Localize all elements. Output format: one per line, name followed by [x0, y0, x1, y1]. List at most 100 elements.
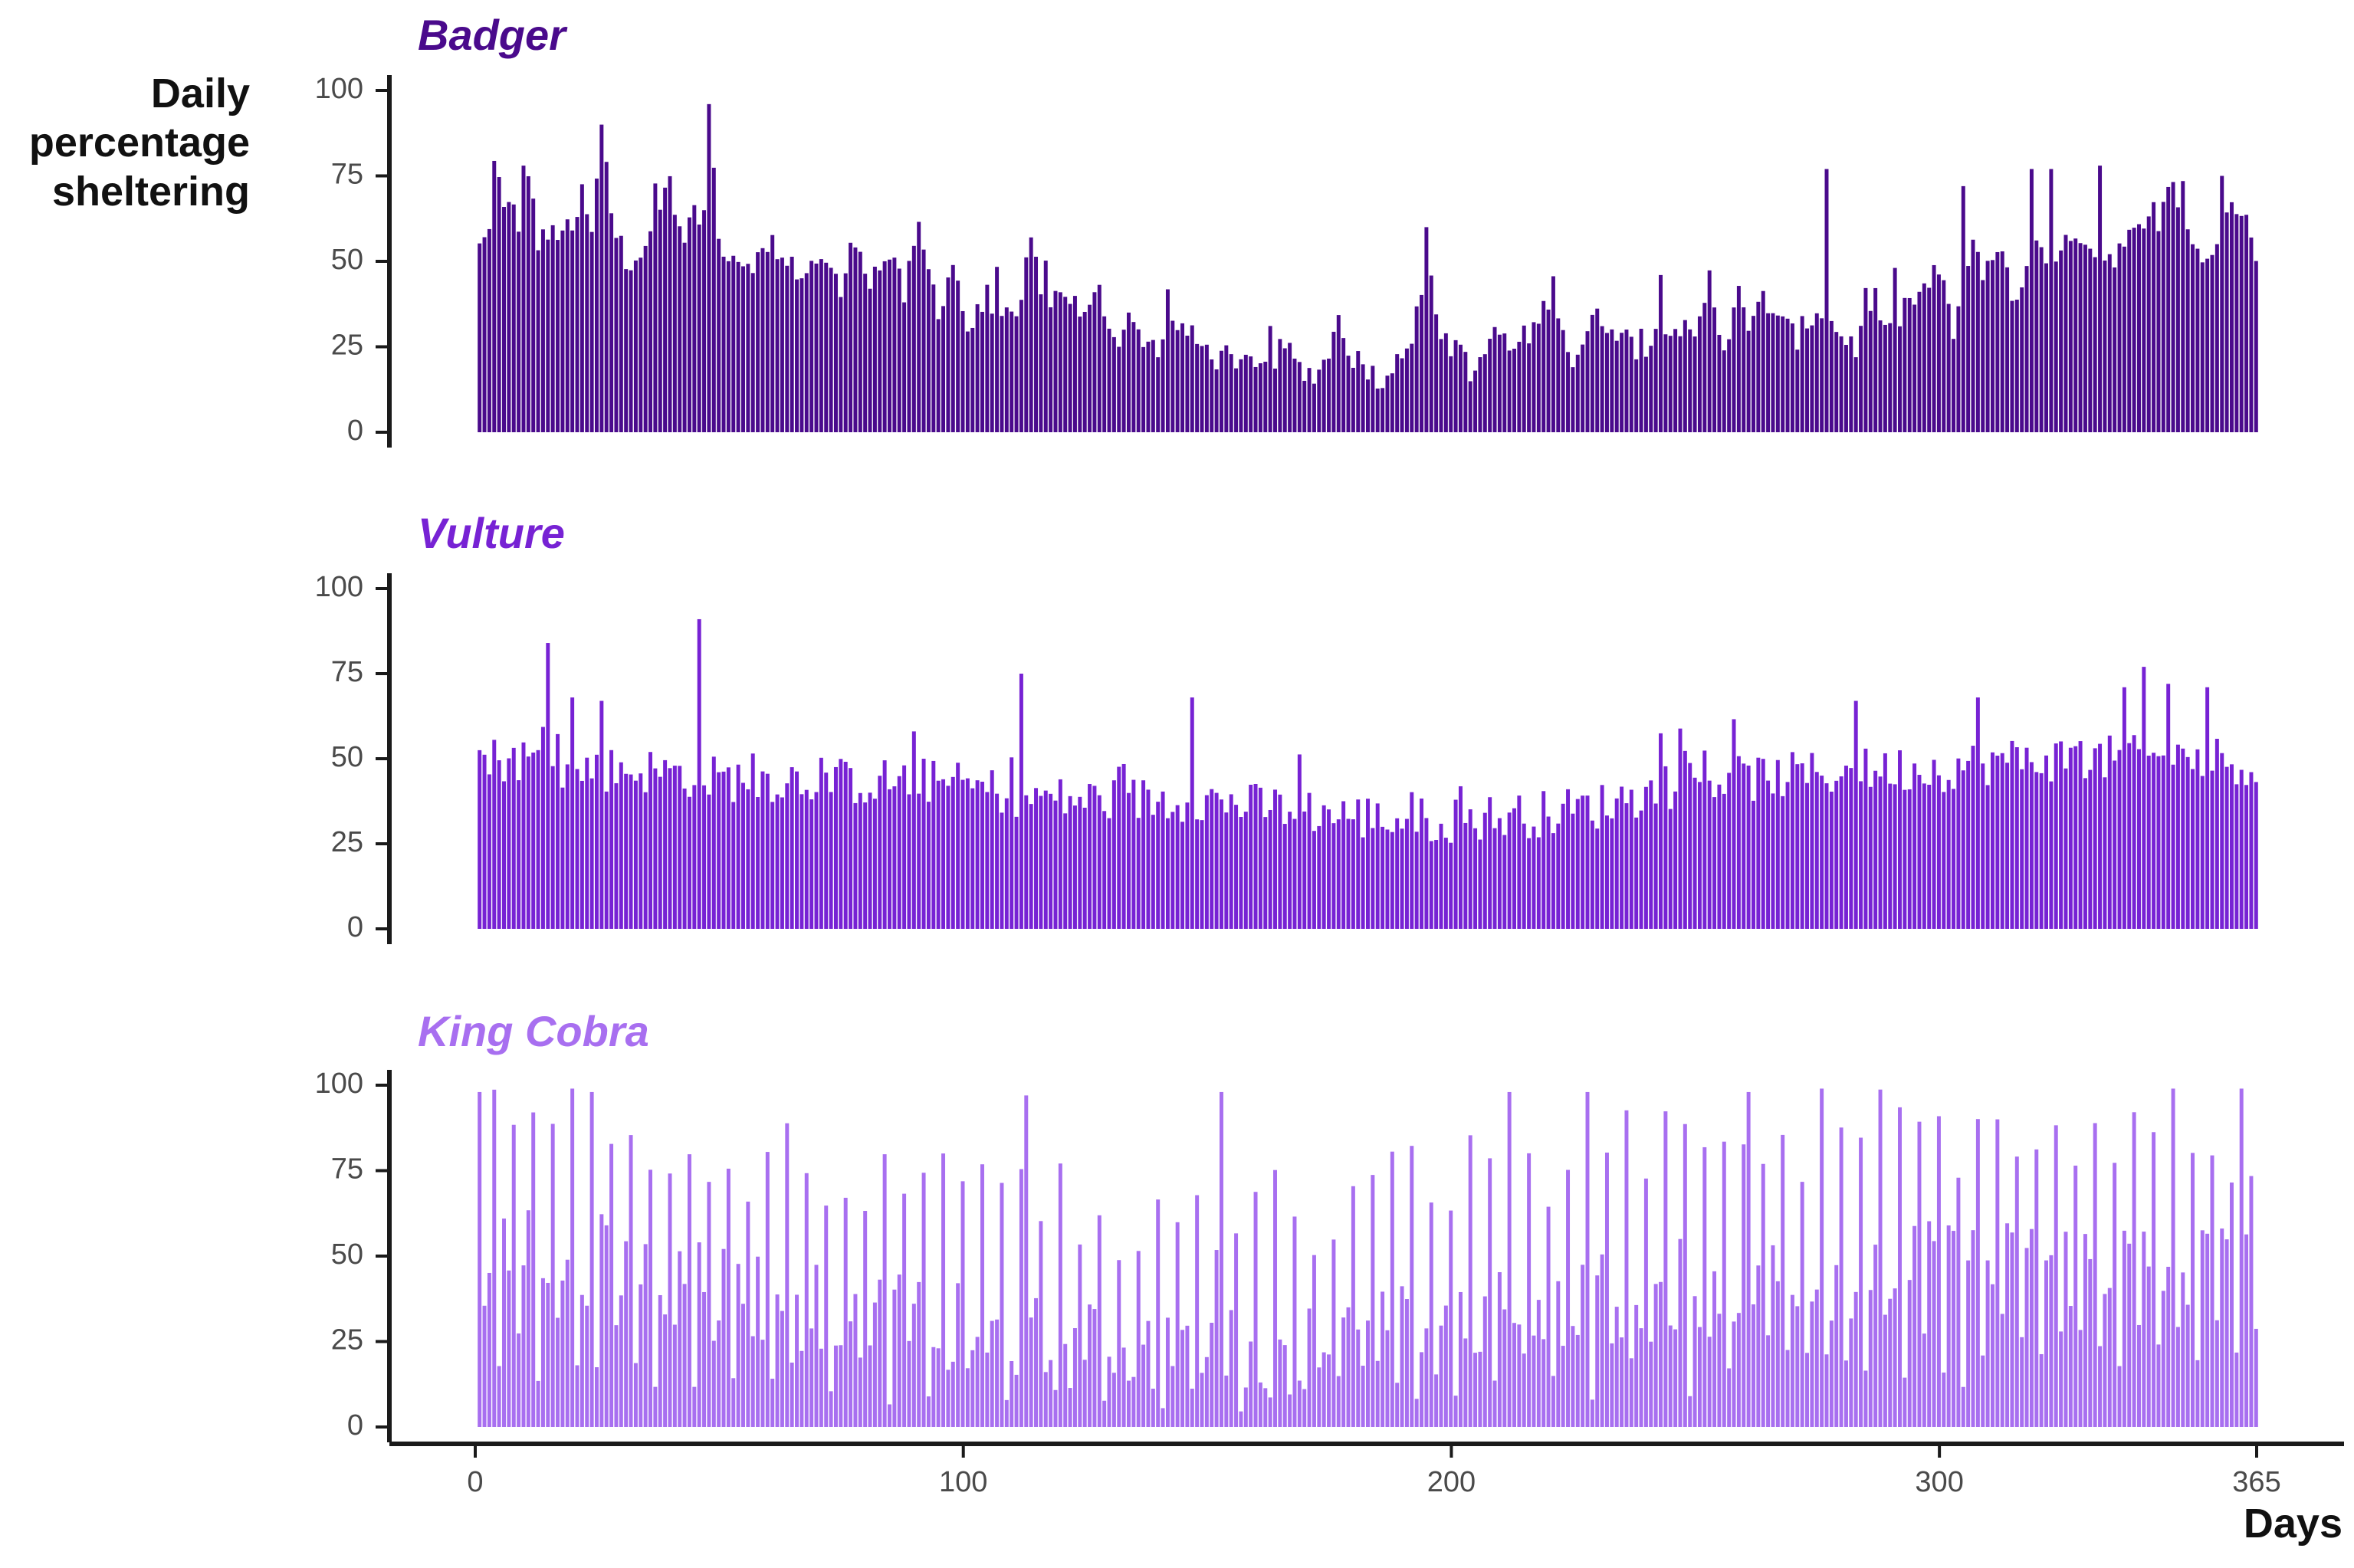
bar	[1053, 1389, 1058, 1427]
bar	[502, 781, 506, 929]
bar	[1742, 307, 1746, 432]
bar	[2098, 743, 2103, 929]
bar	[1249, 356, 1253, 432]
bar	[1814, 1289, 1819, 1427]
bar	[1532, 826, 1536, 929]
bar	[1297, 1380, 1302, 1427]
bar	[2093, 257, 2097, 432]
bar	[1229, 794, 1233, 929]
bar	[2142, 228, 2146, 432]
bar	[1092, 786, 1097, 929]
bar	[1981, 280, 1985, 432]
bar	[1766, 1335, 1771, 1427]
bar	[2098, 166, 2103, 432]
bar	[1561, 1346, 1565, 1427]
bar	[2156, 1344, 2161, 1427]
bar	[849, 242, 853, 432]
bar	[858, 251, 862, 432]
bar	[2181, 181, 2185, 433]
bar	[756, 252, 760, 432]
bar	[1165, 818, 1170, 929]
bar	[1853, 700, 1858, 929]
y-axis-title-line: Daily	[151, 71, 250, 116]
bar	[1722, 1141, 1726, 1427]
bar	[990, 313, 994, 432]
bar	[911, 1304, 916, 1427]
bar	[1702, 303, 1707, 432]
bar	[711, 756, 716, 929]
bar	[1195, 343, 1200, 432]
bar	[1366, 379, 1370, 432]
bar	[1282, 1345, 1287, 1427]
bar	[2049, 781, 2054, 929]
bar	[2175, 207, 2180, 432]
bar	[1853, 357, 1858, 432]
bar	[1512, 348, 1516, 432]
bar	[917, 221, 921, 432]
bar	[2146, 1266, 2151, 1427]
bar	[1165, 289, 1170, 432]
bar	[1327, 1354, 1331, 1427]
bar	[1961, 770, 1965, 929]
bar	[1053, 800, 1058, 929]
bar	[1952, 339, 1956, 432]
bar	[1204, 344, 1209, 432]
bar	[1127, 312, 1131, 432]
bar	[1507, 1091, 1512, 1427]
bar	[2191, 769, 2195, 929]
bar	[2220, 1228, 2224, 1427]
bar	[1131, 322, 1136, 432]
bar	[1527, 1153, 1532, 1427]
bar	[1956, 1177, 1961, 1427]
bar	[2224, 212, 2229, 432]
bar	[1004, 307, 1009, 432]
bar	[1107, 818, 1111, 929]
bar	[760, 1340, 765, 1427]
bar	[1395, 818, 1400, 929]
bar	[1219, 350, 1223, 432]
bar	[1800, 1182, 1804, 1427]
bar	[799, 278, 804, 432]
bar	[1468, 381, 1472, 432]
bar	[1746, 765, 1751, 929]
bar	[1752, 1304, 1755, 1427]
bar	[658, 209, 662, 432]
bar	[1312, 383, 1316, 432]
bar	[765, 773, 770, 929]
bar	[736, 1264, 740, 1427]
bar	[1327, 358, 1331, 432]
bar	[1620, 333, 1624, 432]
bar	[1443, 333, 1448, 432]
bar	[2132, 228, 2136, 432]
bar	[2234, 784, 2239, 929]
bar	[741, 266, 745, 432]
bar	[2063, 768, 2068, 929]
bar	[1121, 763, 1126, 929]
bar	[1434, 840, 1439, 929]
bar	[1249, 1341, 1253, 1427]
bar	[492, 160, 497, 432]
bar	[639, 1284, 643, 1427]
bar	[1361, 364, 1365, 432]
bar	[1404, 348, 1409, 432]
bar	[1180, 1330, 1185, 1427]
bar	[1414, 306, 1419, 432]
bar	[482, 237, 487, 432]
bar	[1663, 766, 1668, 929]
bar	[1727, 339, 1732, 432]
bar	[2078, 741, 2083, 929]
x-tick-label: 365	[2232, 1466, 2280, 1498]
bar	[995, 793, 1000, 929]
bar	[1439, 1325, 1443, 1427]
bar	[888, 259, 891, 432]
bar	[814, 1265, 819, 1427]
bar	[540, 1278, 545, 1427]
bar	[633, 780, 638, 929]
bar	[1620, 1337, 1624, 1427]
bar	[672, 766, 677, 929]
bar	[1321, 1352, 1326, 1427]
bar	[1072, 805, 1077, 929]
bar	[1117, 766, 1121, 929]
bar	[1990, 1284, 1994, 1427]
bar	[546, 1282, 550, 1427]
